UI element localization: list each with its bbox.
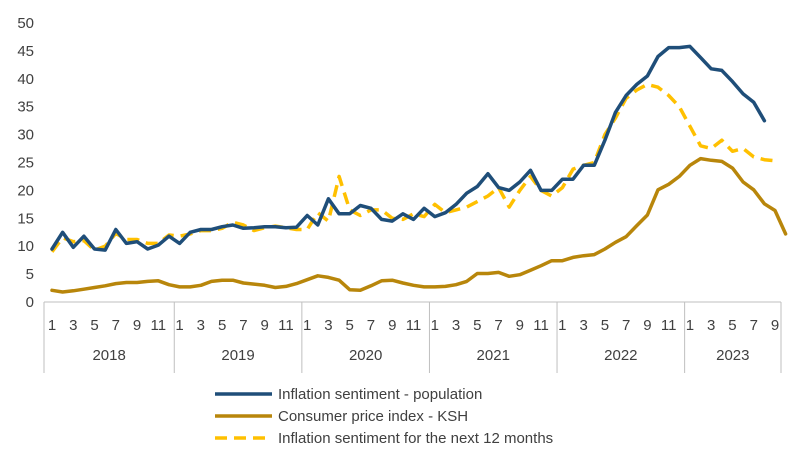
x-tick-label: 5 <box>90 317 98 334</box>
x-tick-label: 3 <box>579 317 587 334</box>
x-tick-label: 7 <box>112 317 120 334</box>
y-tick-label: 50 <box>17 15 34 32</box>
x-tick-label: 3 <box>197 317 205 334</box>
x-tick-label: 9 <box>388 317 396 334</box>
x-tick-label: 7 <box>239 317 247 334</box>
x-tick-label: 9 <box>771 317 779 334</box>
y-tick-label: 0 <box>26 294 34 311</box>
x-tick-label: 11 <box>661 317 677 334</box>
legend-label: Inflation sentiment for the next 12 mont… <box>278 430 553 447</box>
x-tick-label: 3 <box>452 317 460 334</box>
x-tick-label: 1 <box>303 317 311 334</box>
y-tick-label: 10 <box>17 238 34 255</box>
year-label: 2021 <box>477 347 510 364</box>
y-tick-label: 5 <box>26 266 34 283</box>
y-tick-label: 30 <box>17 127 34 144</box>
x-tick-label: 11 <box>151 317 167 334</box>
x-tick-label: 5 <box>473 317 481 334</box>
x-tick-label: 5 <box>218 317 226 334</box>
y-tick-label: 20 <box>17 182 34 199</box>
y-tick-label: 45 <box>17 43 34 60</box>
x-tick-label: 11 <box>406 317 422 334</box>
x-tick-label: 1 <box>431 317 439 334</box>
x-tick-label: 11 <box>533 317 549 334</box>
series-lines <box>50 44 788 294</box>
y-tick-label: 40 <box>17 71 34 88</box>
y-tick-label: 35 <box>17 99 34 116</box>
x-tick-label: 7 <box>494 317 502 334</box>
x-tick-label: 5 <box>346 317 354 334</box>
x-tick-label: 11 <box>278 317 294 334</box>
legend: Inflation sentiment - population Consumer… <box>215 386 553 447</box>
year-label: 2020 <box>349 347 382 364</box>
series-line-0 <box>50 44 767 252</box>
x-tick-label: 3 <box>324 317 332 334</box>
legend-label: Inflation sentiment - population <box>278 386 482 403</box>
x-tick-label: 3 <box>707 317 715 334</box>
series-line-2 <box>50 82 776 253</box>
y-tick-label: 15 <box>17 210 34 227</box>
x-tick-label: 7 <box>367 317 375 334</box>
year-label: 2019 <box>221 347 254 364</box>
x-tick-label: 9 <box>260 317 268 334</box>
legend-label: Consumer price index - KSH <box>278 408 468 425</box>
x-tick-label: 7 <box>622 317 630 334</box>
x-tick-label: 1 <box>686 317 694 334</box>
series-line-1 <box>50 156 788 294</box>
year-label: 2023 <box>716 347 749 364</box>
x-tick-label: 1 <box>175 317 183 334</box>
y-axis-tick-labels: 0 5 10 15 20 25 30 35 40 45 50 <box>17 15 34 311</box>
x-tick-label: 3 <box>69 317 77 334</box>
year-label: 2022 <box>604 347 637 364</box>
x-tick-label: 1 <box>48 317 56 334</box>
x-tick-label: 5 <box>601 317 609 334</box>
x-tick-label: 7 <box>750 317 758 334</box>
x-tick-label: 9 <box>516 317 524 334</box>
x-tick-label: 9 <box>133 317 141 334</box>
x-tick-label: 1 <box>558 317 566 334</box>
y-tick-label: 25 <box>17 155 34 172</box>
year-label: 2018 <box>92 347 125 364</box>
x-tick-label: 5 <box>728 317 736 334</box>
x-tick-label: 9 <box>643 317 651 334</box>
